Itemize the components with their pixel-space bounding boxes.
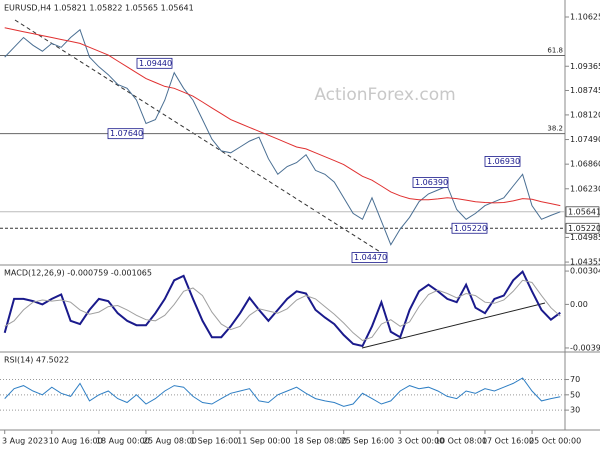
y-tick-label: 0.00 (570, 300, 588, 309)
series-line (4, 377, 561, 407)
y-tick-label: 1.09365 (570, 62, 600, 71)
x-tick-label: 1 Sep 16:00 (190, 437, 238, 446)
price-line-label: 1.05641 (568, 207, 600, 216)
annotation-label: 1.06930 (487, 157, 520, 166)
annotation-label: 1.05220 (454, 224, 487, 233)
x-tick-label: 18 Aug 00:00 (96, 437, 150, 446)
annotation-box (412, 177, 449, 188)
y-tick-label: 0.003046 (570, 267, 600, 276)
watermark: ActionForex.com (314, 85, 455, 105)
x-tick-label: 3 Oct 00:00 (397, 437, 444, 446)
y-tick-label: 1.08120 (570, 110, 600, 119)
y-tick-label: 1.06860 (570, 160, 600, 169)
y-tick-label: 30 (570, 406, 580, 415)
annotation-box (351, 252, 388, 263)
y-tick-label: -0.003981 (570, 343, 600, 352)
annotation-label: 1.04470 (354, 253, 387, 262)
trend-line (14, 19, 386, 256)
annotation-box (107, 128, 144, 140)
annotation-box (484, 156, 521, 167)
x-tick-label: 25 Aug 08:00 (143, 437, 197, 446)
x-tick-label: 11 Sep 00:00 (237, 437, 290, 446)
fib-label: 38.2 (547, 125, 563, 133)
x-tick-label: 17 Oct 16:00 (482, 437, 534, 446)
macd-trend-line (361, 302, 546, 349)
series-line (3, 269, 561, 348)
y-tick-label: 1.04985 (570, 233, 600, 242)
price-line-label: 1.05220 (568, 224, 600, 233)
price-line-box (565, 206, 600, 218)
x-tick-label: 10 Oct 08:00 (435, 437, 487, 446)
y-tick-label: 1.07490 (570, 135, 600, 144)
panel-title: MACD(12,26,9) -0.000759 -0.001065 (4, 269, 152, 278)
panel-title: EURUSD,H4 1.05821 1.05822 1.05565 1.0564… (4, 4, 194, 13)
y-tick-label: 50 (570, 390, 580, 399)
y-tick-label: 1.04355 (570, 258, 600, 267)
annotation-label: 1.07640 (110, 129, 143, 138)
series-line (4, 279, 561, 342)
x-tick-label: 25 Sep 16:00 (341, 437, 394, 446)
fib-label: 61.8 (547, 47, 563, 55)
x-tick-label: 3 Aug 2023 (2, 437, 48, 446)
x-tick-label: 25 Oct 00:00 (529, 437, 581, 446)
annotation-box (136, 57, 173, 69)
y-tick-label: 1.06230 (570, 184, 600, 193)
x-tick-label: 18 Sep 08:00 (294, 437, 347, 446)
y-tick-label: 1.08745 (570, 86, 600, 95)
price-line-box (565, 222, 600, 234)
annotation-label: 1.09440 (139, 59, 172, 68)
annotation-box (451, 222, 488, 234)
y-tick-label: 70 (570, 375, 580, 384)
annotation-label: 1.06390 (415, 178, 448, 187)
y-tick-label: 1.10625 (570, 13, 600, 22)
panel-title: RSI(14) 47.5022 (4, 356, 69, 365)
series-line (4, 27, 561, 207)
series-line (4, 28, 561, 246)
x-tick-label: 10 Aug 16:00 (49, 437, 103, 446)
